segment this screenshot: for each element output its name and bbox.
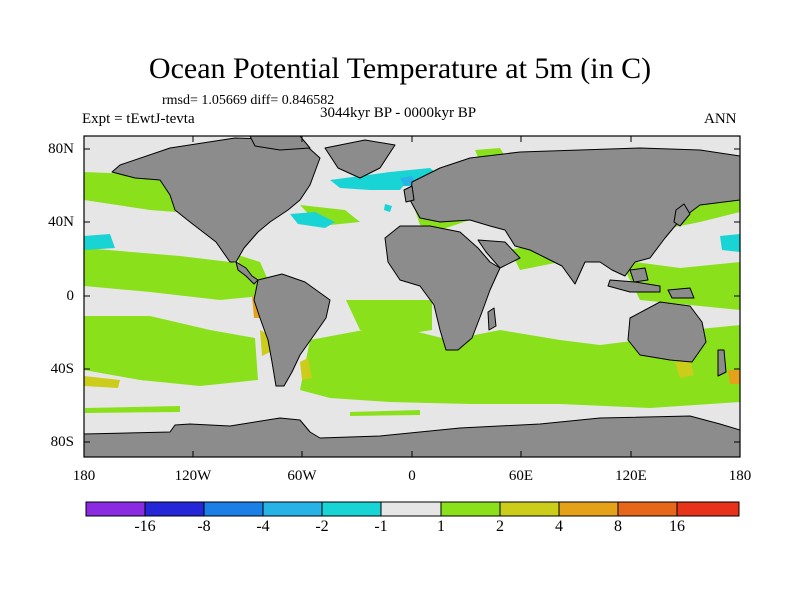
warming-2-4-region: [84, 330, 694, 388]
colorbar-label-5: -1: [374, 518, 388, 535]
colorbar-label-8: 4: [555, 518, 563, 535]
arabia: [477, 239, 521, 269]
colorbar-box-9: [558, 501, 619, 517]
colorbar-label-2: -8: [197, 518, 211, 535]
y-tick-0: 0: [66, 288, 75, 304]
borneo: [629, 267, 649, 283]
british-isles: [403, 185, 415, 203]
colorbar-label-3: -4: [256, 518, 270, 535]
colorbar-box-11: [676, 501, 740, 517]
south-america: [253, 273, 331, 387]
experiment-label: Expt = tEwtJ-tevta: [82, 111, 195, 127]
x-tick-60e: 60E: [508, 468, 534, 484]
arctic-islands: [249, 136, 311, 151]
madagascar: [487, 307, 497, 331]
colorbar-box-7: [440, 501, 501, 517]
land-masses: [84, 136, 740, 457]
y-tick-40s: 40S: [50, 361, 74, 377]
colorbar-label-4: -2: [315, 518, 329, 535]
x-tick-120e: 120E: [615, 468, 647, 484]
time-period: 3044kyr BP - 0000kyr BP: [320, 105, 477, 121]
y-tick-80s: 80S: [50, 434, 74, 450]
y-tick-80n: 80N: [48, 141, 74, 157]
colorbar-box-3: [203, 501, 264, 517]
colorbar-box-4: [262, 501, 323, 517]
colorbar-box-2: [144, 501, 205, 517]
colorbar-box-5: [321, 501, 382, 517]
rmsd-diff-stats: rmsd= 1.05669 diff= 0.846582: [162, 93, 335, 108]
australia: [627, 301, 707, 363]
colorbar-box-1: [85, 501, 146, 517]
colorbar-label-6: 1: [437, 518, 445, 535]
colorbar-label-9: 8: [614, 518, 622, 535]
colorbar: [85, 501, 740, 517]
x-tick-60w: 60W: [287, 468, 317, 484]
x-tick-180w: 180: [72, 468, 96, 484]
y-tick-40n: 40N: [48, 214, 74, 230]
x-tick-0: 0: [408, 468, 416, 484]
x-tick-180e: 180: [728, 468, 752, 484]
greenland: [324, 139, 396, 179]
japan: [673, 203, 691, 227]
colorbar-label-1: -16: [134, 518, 156, 535]
season-label: ANN: [704, 111, 737, 127]
central-america: [235, 261, 259, 285]
axis-ticks: [84, 136, 740, 457]
antarctica: [84, 415, 740, 457]
africa: [384, 225, 501, 351]
colorbar-box-8: [499, 501, 560, 517]
colorbar-box-6: [380, 501, 442, 517]
colorbar-label-7: 2: [496, 518, 504, 535]
x-tick-120w: 120W: [174, 468, 212, 484]
new-guinea: [667, 287, 695, 299]
map-title: Ocean Potential Temperature at 5m (in C): [148, 52, 652, 85]
colorbar-box-10: [617, 501, 678, 517]
eurasia: [409, 147, 740, 285]
colorbar-label-10: 16: [669, 518, 685, 535]
new-zealand: [717, 349, 727, 377]
